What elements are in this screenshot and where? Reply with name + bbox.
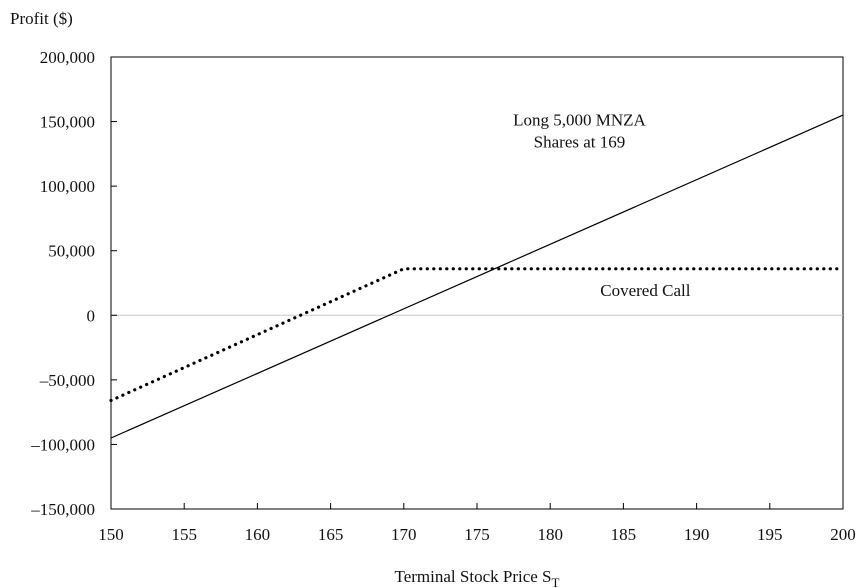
annotation-covered-call: Covered Call: [600, 281, 690, 300]
y-tick-label: 100,000: [40, 177, 95, 196]
y-tick-label: –100,000: [30, 435, 95, 454]
y-axis-ticks: –150,000 –100,000 –50,000 0 50,000 100,000 150…: [30, 48, 117, 519]
x-tick-label: 155: [171, 525, 197, 544]
y-tick-label: –50,000: [39, 371, 95, 390]
annotation-line: Shares at 169: [534, 132, 626, 151]
x-tick-label: 175: [464, 525, 490, 544]
x-tick-label: 185: [611, 525, 637, 544]
y-tick-label: –150,000: [30, 500, 95, 519]
y-tick-label: 50,000: [48, 242, 95, 261]
annotation-layer: Long 5,000 MNZA Shares at 169 Covered Call: [513, 110, 691, 299]
series-line-covered-call: [109, 267, 845, 403]
x-tick-label: 195: [757, 525, 783, 544]
x-tick-label: 180: [537, 525, 563, 544]
y-tick-label: 0: [87, 306, 96, 325]
x-tick-label: 150: [98, 525, 124, 544]
x-axis-title-subscript: T: [552, 575, 560, 588]
series-line-long-shares: [110, 114, 844, 439]
x-axis-title-main: Terminal Stock Price S: [395, 567, 552, 586]
annotation-line: Long 5,000 MNZA: [513, 110, 646, 129]
y-tick-label: 200,000: [40, 48, 95, 67]
x-tick-label: 160: [245, 525, 271, 544]
annotation-long-shares: Long 5,000 MNZA Shares at 169: [513, 110, 646, 151]
x-tick-label: 190: [684, 525, 710, 544]
annotation-line: Covered Call: [600, 281, 690, 300]
x-axis-title: Terminal Stock Price ST: [395, 567, 560, 588]
x-tick-label: 200: [830, 525, 856, 544]
series-layer: [109, 114, 845, 439]
x-axis-ticks: 150 155 160 165 170 175 180 185 190 195 200: [98, 503, 856, 544]
x-tick-label: 165: [318, 525, 344, 544]
y-tick-label: 150,000: [40, 113, 95, 132]
plot-frame: [110, 56, 844, 510]
y-axis-title: Profit ($): [10, 9, 73, 28]
x-tick-label: 170: [391, 525, 417, 544]
